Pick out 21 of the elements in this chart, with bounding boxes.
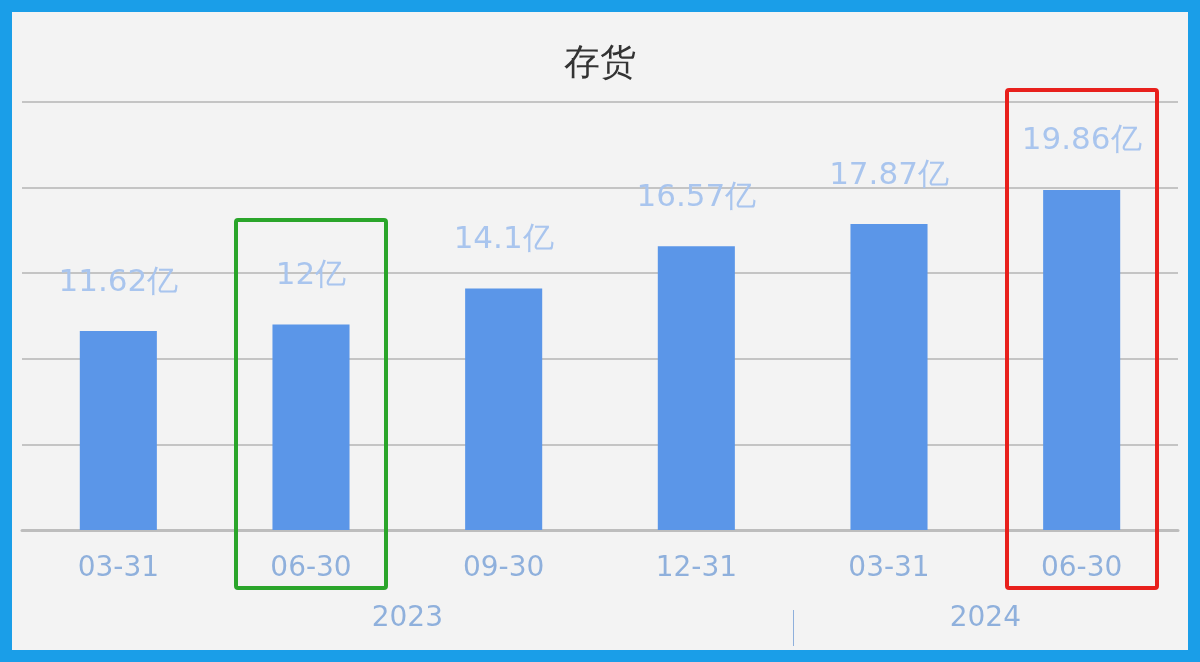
bar — [1043, 190, 1121, 530]
data-label: 19.86亿 — [1021, 120, 1142, 157]
x-tick-label: 09-30 — [462, 549, 545, 583]
x-tick-label: 06-30 — [1040, 549, 1123, 583]
bar — [657, 246, 735, 530]
x-tick-label: 03-31 — [77, 549, 160, 583]
bar — [79, 331, 157, 530]
bar — [850, 224, 928, 530]
x-tick-label: 12-31 — [655, 549, 738, 583]
data-label: 11.62亿 — [58, 261, 179, 298]
chart-title: 存货 — [564, 40, 636, 82]
bar — [272, 324, 350, 530]
x-tick-label: 06-30 — [270, 549, 352, 583]
data-label: 17.87亿 — [829, 154, 949, 191]
text: 2023 — [371, 600, 443, 633]
text: 2024 — [949, 600, 1021, 633]
data-label: 12亿 — [275, 255, 347, 292]
x-tick-label: 03-31 — [848, 549, 930, 583]
bar — [465, 288, 543, 530]
data-label: 14.1亿 — [453, 219, 554, 256]
data-label: 16.57亿 — [636, 176, 757, 213]
